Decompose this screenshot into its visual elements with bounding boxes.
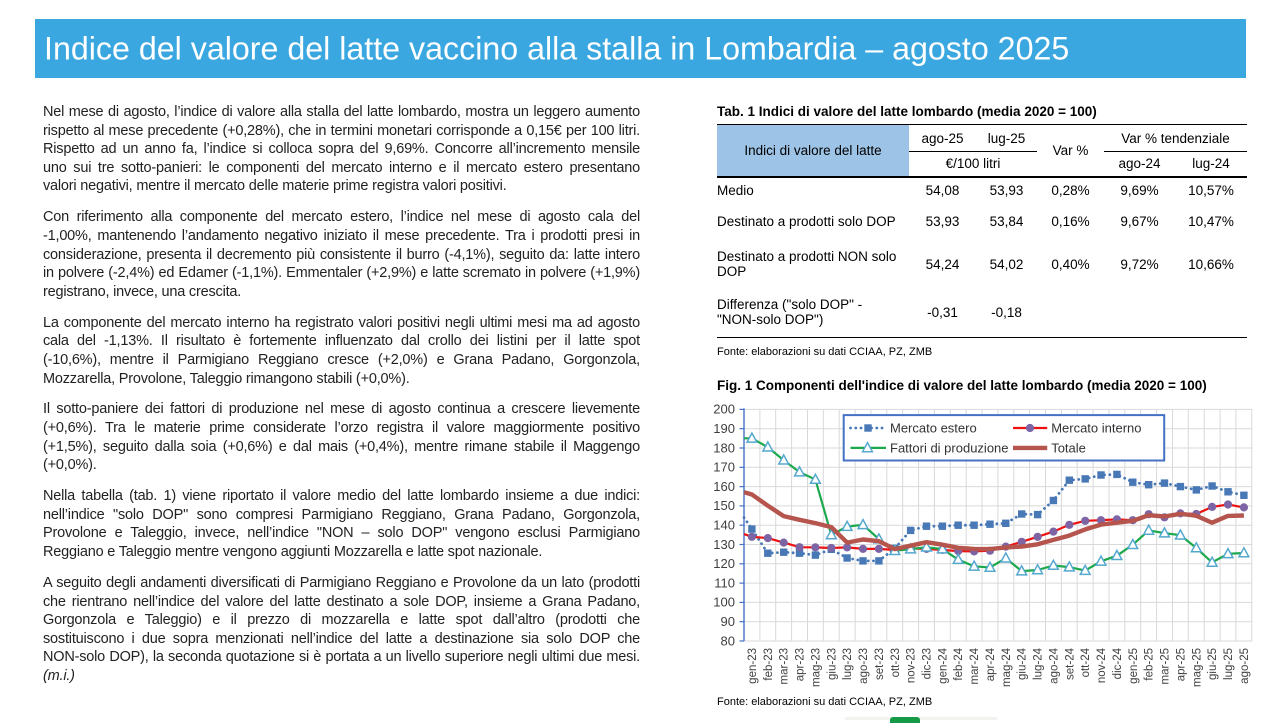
svg-text:giu-25: giu-25 bbox=[1207, 648, 1219, 680]
svg-text:ott-23: ott-23 bbox=[890, 648, 902, 677]
svg-text:feb-23: feb-23 bbox=[763, 648, 775, 681]
svg-text:140: 140 bbox=[713, 518, 735, 533]
svg-text:190: 190 bbox=[713, 421, 735, 436]
svg-text:apr-25: apr-25 bbox=[1175, 648, 1187, 681]
svg-text:feb-25: feb-25 bbox=[1144, 648, 1156, 681]
svg-text:giu-24: giu-24 bbox=[1017, 647, 1029, 680]
svg-text:120: 120 bbox=[713, 556, 735, 571]
svg-text:80: 80 bbox=[721, 633, 735, 648]
svg-text:apr-23: apr-23 bbox=[795, 648, 807, 681]
svg-text:mar-23: mar-23 bbox=[779, 648, 791, 684]
svg-text:ott-24: ott-24 bbox=[1080, 647, 1092, 677]
svg-text:gen-25: gen-25 bbox=[1128, 648, 1140, 684]
svg-text:130: 130 bbox=[713, 537, 735, 552]
svg-text:ago-25: ago-25 bbox=[1239, 648, 1251, 684]
svg-text:lug-24: lug-24 bbox=[1033, 647, 1045, 680]
svg-text:110: 110 bbox=[714, 575, 735, 590]
svg-text:giu-23: giu-23 bbox=[826, 648, 838, 680]
svg-text:90: 90 bbox=[721, 614, 735, 629]
svg-text:Totale: Totale bbox=[1051, 440, 1086, 455]
svg-text:150: 150 bbox=[713, 498, 735, 513]
svg-text:ago-24: ago-24 bbox=[1048, 647, 1060, 683]
svg-text:Mercato interno: Mercato interno bbox=[1051, 421, 1141, 436]
svg-text:Mercato estero: Mercato estero bbox=[890, 421, 977, 436]
svg-text:ago-23: ago-23 bbox=[858, 648, 870, 684]
svg-text:set-23: set-23 bbox=[874, 648, 886, 680]
svg-text:feb-24: feb-24 bbox=[953, 647, 965, 680]
svg-text:100: 100 bbox=[713, 595, 735, 610]
svg-text:mag-23: mag-23 bbox=[810, 648, 822, 687]
svg-text:170: 170 bbox=[713, 460, 735, 475]
svg-text:mag-24: mag-24 bbox=[1001, 647, 1013, 687]
svg-text:lug-25: lug-25 bbox=[1223, 648, 1235, 680]
svg-text:160: 160 bbox=[713, 479, 735, 494]
svg-text:gen-24: gen-24 bbox=[937, 647, 949, 683]
svg-text:nov-23: nov-23 bbox=[906, 648, 918, 683]
svg-text:mar-25: mar-25 bbox=[1160, 648, 1172, 684]
svg-text:gen-23: gen-23 bbox=[747, 648, 759, 684]
svg-text:nov-24: nov-24 bbox=[1096, 647, 1108, 683]
svg-text:mar-24: mar-24 bbox=[969, 647, 981, 684]
svg-text:apr-24: apr-24 bbox=[985, 647, 997, 681]
svg-text:set-24: set-24 bbox=[1064, 647, 1076, 680]
svg-text:lug-23: lug-23 bbox=[842, 648, 854, 680]
svg-text:180: 180 bbox=[713, 440, 735, 455]
svg-text:200: 200 bbox=[713, 402, 735, 417]
svg-text:Fattori di produzione: Fattori di produzione bbox=[890, 440, 1009, 455]
svg-text:mag-25: mag-25 bbox=[1191, 648, 1203, 687]
svg-text:dic-24: dic-24 bbox=[1112, 647, 1124, 679]
svg-text:dic-23: dic-23 bbox=[922, 648, 934, 679]
